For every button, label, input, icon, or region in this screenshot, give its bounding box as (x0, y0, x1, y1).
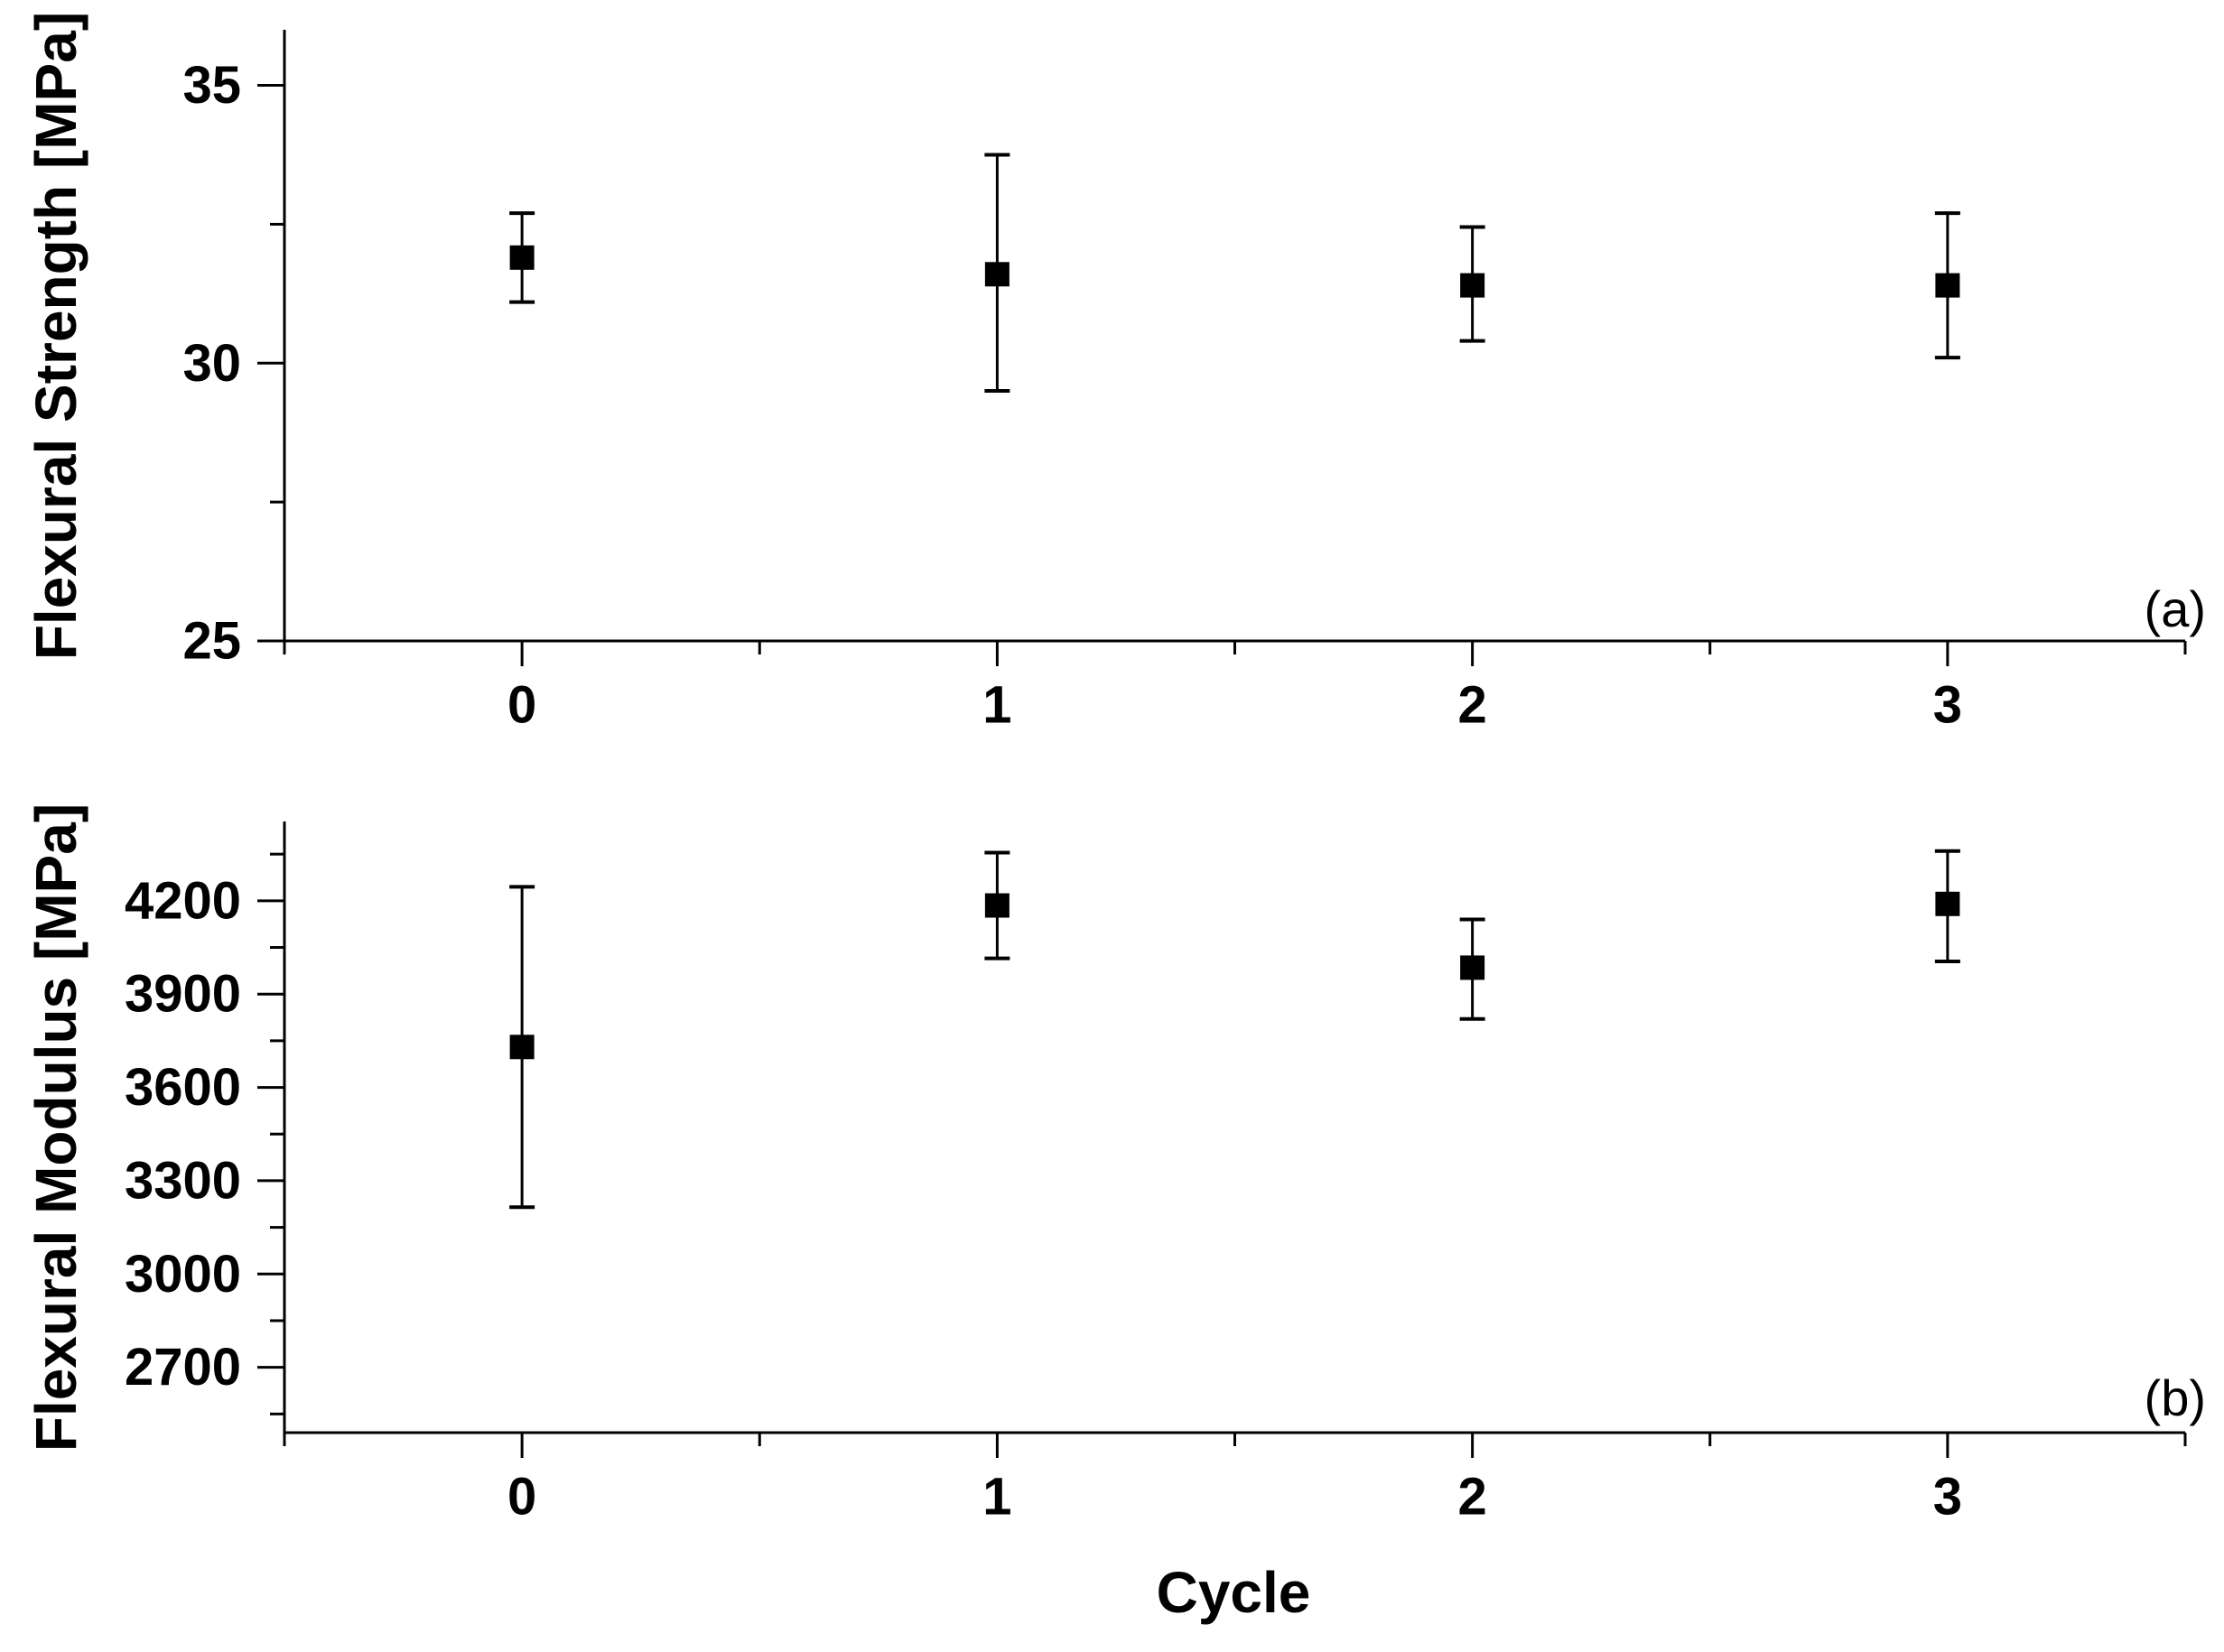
x-tick-label: 3 (1933, 676, 1962, 735)
y-tick-label: 35 (182, 56, 241, 115)
x-tick-label: 1 (982, 1468, 1011, 1527)
x-tick-label: 2 (1457, 1468, 1486, 1527)
y-tick-label: 3900 (125, 965, 241, 1024)
panel-b-letter: (b) (2145, 1369, 2206, 1426)
y-tick-label: 3600 (125, 1058, 241, 1117)
panel-a-y-axis-title: Flexural Strength [MPa] (23, 12, 88, 660)
y-tick-label: 3300 (125, 1151, 241, 1210)
y-tick-label: 4200 (125, 871, 241, 930)
y-tick-label: 2700 (125, 1338, 241, 1397)
data-point-marker (1460, 273, 1485, 298)
panel-b-y-axis-title: Flexural Modulus [MPa] (23, 803, 88, 1452)
data-point-marker (1935, 891, 1960, 916)
panel-a-plot: 25 30 35 0 1 2 3 (182, 30, 2187, 735)
x-tick-label: 3 (1933, 1468, 1962, 1527)
y-tick-label: 30 (182, 334, 241, 393)
panel-a-letter: (a) (2145, 580, 2206, 637)
x-tick-label: 0 (507, 1468, 536, 1527)
x-tick-label: 0 (507, 676, 536, 735)
y-tick-label: 25 (182, 612, 241, 671)
y-tick-label: 3000 (125, 1245, 241, 1304)
data-point-marker (509, 1035, 535, 1060)
x-tick-label: 2 (1457, 676, 1486, 735)
data-point-marker (984, 262, 1010, 287)
x-tick-label: 1 (982, 676, 1011, 735)
data-point-marker (984, 893, 1010, 918)
x-axis-title: Cycle (1157, 1560, 1311, 1625)
data-point-marker (509, 245, 535, 270)
data-point-marker (1935, 273, 1960, 298)
data-point-marker (1460, 955, 1485, 980)
panel-b-plot: 2700 3000 3300 3600 3900 4200 0 1 2 3 (125, 821, 2187, 1527)
